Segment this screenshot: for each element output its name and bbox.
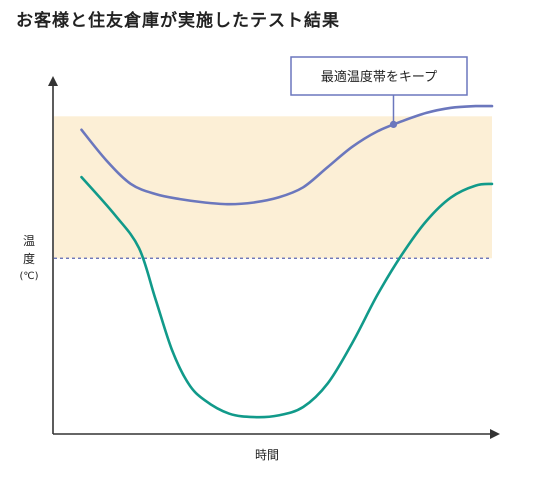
y-axis-label: 温 度 (℃): [14, 232, 44, 286]
annotation-label: 最適温度帯をキープ: [321, 69, 437, 85]
x-axis-label: 時間: [255, 448, 280, 462]
y-axis-label-line1: 温: [22, 234, 35, 248]
chart-title: お客様と住友倉庫が実施したテスト結果: [16, 11, 340, 31]
y-axis-arrow: [48, 76, 58, 86]
series-line-green: [80, 175, 494, 419]
optimal-temperature-band: [54, 116, 492, 259]
series-line-blue: [80, 104, 494, 206]
annotation-point: [389, 120, 398, 128]
x-axis-arrow: [490, 429, 500, 439]
y-axis-label-line2: 度: [22, 252, 35, 266]
annotation-box: [290, 56, 468, 96]
y-axis-unit: (℃): [19, 271, 39, 282]
